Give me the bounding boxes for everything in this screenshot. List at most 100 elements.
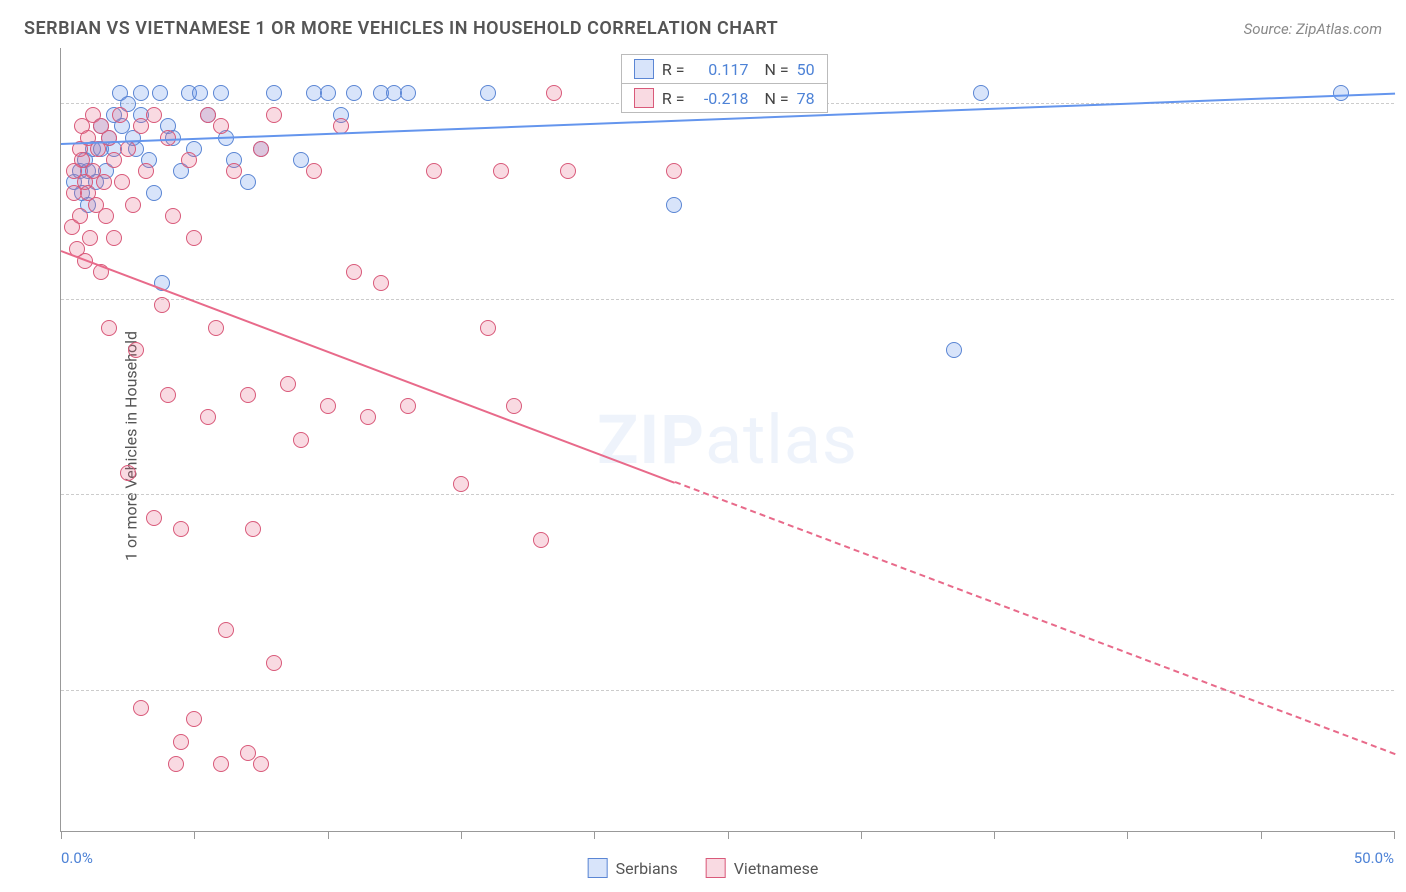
data-point [480, 320, 496, 336]
data-point [208, 320, 224, 336]
legend-label-serbians: Serbians [616, 859, 678, 878]
data-point [560, 163, 576, 179]
data-point [112, 107, 128, 123]
legend-swatch-vietnamese [706, 858, 726, 878]
stats-r-prefix: R = [662, 89, 685, 108]
data-point [213, 85, 229, 101]
x-tick [194, 831, 195, 839]
data-point [218, 622, 234, 638]
legend-item-vietnamese: Vietnamese [706, 858, 819, 878]
data-point [306, 163, 322, 179]
x-tick [328, 831, 329, 839]
data-point [181, 152, 197, 168]
data-point [666, 163, 682, 179]
stats-row: R =-0.218N =78 [622, 83, 827, 112]
gridline [61, 494, 1394, 495]
x-tick-label: 50.0% [1354, 849, 1394, 867]
data-point [293, 152, 309, 168]
data-point [160, 387, 176, 403]
data-point [533, 532, 549, 548]
data-point [173, 734, 189, 750]
data-point [266, 85, 282, 101]
data-point [360, 409, 376, 425]
chart-area: ZIPatlas 47.5%65.0%82.5%100.0%0.0%50.0%R… [60, 48, 1394, 832]
data-point [293, 432, 309, 448]
x-tick [461, 831, 462, 839]
x-tick [1127, 831, 1128, 839]
data-point [320, 85, 336, 101]
data-point [240, 387, 256, 403]
source-attribution: Source: ZipAtlas.com [1244, 20, 1382, 38]
gridline [61, 690, 1394, 691]
data-point [200, 409, 216, 425]
data-point [101, 320, 117, 336]
data-point [138, 163, 154, 179]
data-point [400, 398, 416, 414]
x-tick [1261, 831, 1262, 839]
data-point [152, 85, 168, 101]
data-point [120, 465, 136, 481]
legend-swatch-serbians [588, 858, 608, 878]
data-point [373, 275, 389, 291]
data-point [128, 342, 144, 358]
chart-title: SERBIAN VS VIETNAMESE 1 OR MORE VEHICLES… [24, 18, 778, 39]
data-point [240, 174, 256, 190]
stats-swatch [634, 59, 654, 79]
data-point [213, 118, 229, 134]
stats-r-value: -0.218 [692, 89, 748, 108]
watermark-zip: ZIP [597, 400, 705, 480]
data-point [973, 85, 989, 101]
data-point [320, 398, 336, 414]
data-point [168, 756, 184, 772]
data-point [160, 130, 176, 146]
stats-row: R =0.117N =50 [622, 55, 827, 83]
data-point [154, 297, 170, 313]
data-point [480, 85, 496, 101]
data-point [173, 521, 189, 537]
x-tick [861, 831, 862, 839]
data-point [114, 174, 130, 190]
data-point [213, 756, 229, 772]
data-point [226, 163, 242, 179]
data-point [133, 85, 149, 101]
data-point [82, 230, 98, 246]
data-point [98, 208, 114, 224]
x-tick [728, 831, 729, 839]
legend-item-serbians: Serbians [588, 858, 678, 878]
data-point [146, 107, 162, 123]
stats-n-value: 50 [797, 60, 815, 79]
data-point [120, 141, 136, 157]
data-point [400, 85, 416, 101]
stats-swatch [634, 88, 654, 108]
data-point [346, 264, 362, 280]
data-point [192, 85, 208, 101]
data-point [666, 197, 682, 213]
x-tick [1394, 831, 1395, 839]
data-point [266, 107, 282, 123]
data-point [186, 230, 202, 246]
data-point [426, 163, 442, 179]
data-point [146, 510, 162, 526]
data-point [133, 700, 149, 716]
stats-n-prefix: N = [764, 89, 788, 108]
data-point [72, 208, 88, 224]
data-point [253, 756, 269, 772]
data-point [453, 476, 469, 492]
stats-box: R =0.117N =50R =-0.218N =78 [621, 54, 828, 113]
data-point [125, 197, 141, 213]
x-tick [61, 831, 62, 839]
data-point [146, 185, 162, 201]
data-point [106, 230, 122, 246]
legend-label-vietnamese: Vietnamese [734, 859, 819, 878]
data-point [546, 85, 562, 101]
data-point [1333, 85, 1349, 101]
data-point [493, 163, 509, 179]
data-point [240, 745, 256, 761]
data-point [186, 711, 202, 727]
data-point [200, 107, 216, 123]
watermark-atlas: atlas [705, 400, 858, 480]
plot-region: ZIPatlas 47.5%65.0%82.5%100.0%0.0%50.0%R… [60, 48, 1394, 832]
x-tick [594, 831, 595, 839]
data-point [266, 655, 282, 671]
data-point [506, 398, 522, 414]
